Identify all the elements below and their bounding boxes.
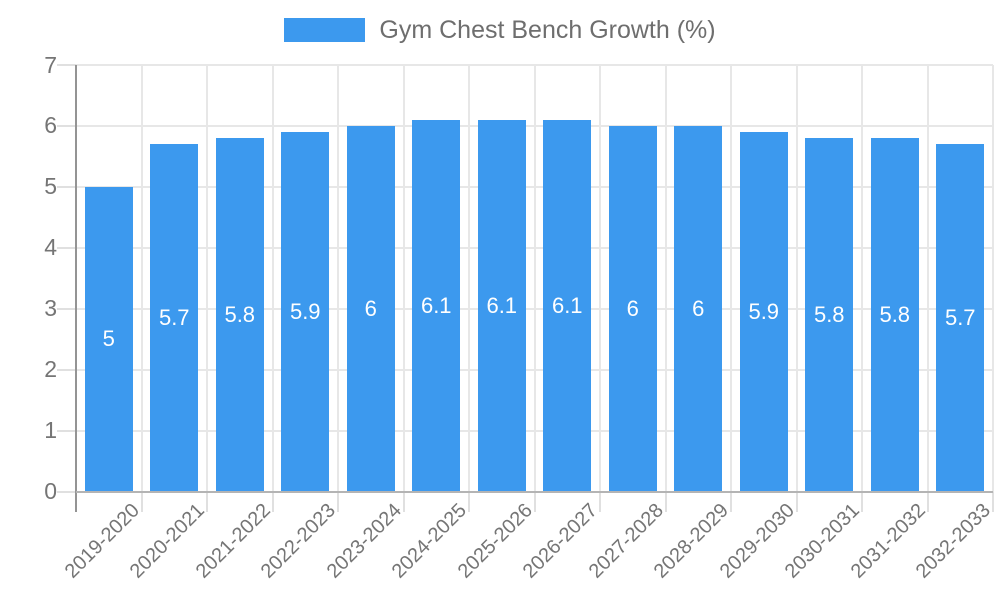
bar-value-label: 5.7 bbox=[158, 304, 190, 330]
x-gridline bbox=[337, 65, 339, 492]
y-axis-label: 3 bbox=[44, 295, 57, 322]
y-axis-label: 7 bbox=[44, 51, 57, 78]
y-tick bbox=[57, 124, 76, 127]
x-tick bbox=[992, 491, 994, 512]
bar bbox=[281, 132, 330, 492]
y-axis-label: 2 bbox=[44, 356, 57, 383]
bar bbox=[477, 119, 526, 492]
x-gridline bbox=[468, 65, 470, 492]
x-gridline bbox=[599, 65, 601, 492]
bar-value-label: 6 bbox=[692, 295, 705, 321]
bar-value-label: 6.1 bbox=[420, 292, 452, 318]
x-gridline bbox=[926, 65, 929, 492]
bar bbox=[215, 138, 264, 492]
x-gridline bbox=[664, 65, 667, 492]
y-tick bbox=[57, 64, 76, 66]
y-axis-label: 6 bbox=[44, 112, 57, 139]
bar-value-label: 5.8 bbox=[879, 301, 911, 327]
y-axis-label: 4 bbox=[44, 234, 57, 261]
bar-value-label: 5.9 bbox=[748, 298, 780, 324]
x-axis-line bbox=[76, 490, 993, 493]
bar-value-label: 5.8 bbox=[224, 301, 256, 327]
bar bbox=[805, 138, 854, 492]
bar bbox=[346, 125, 395, 492]
bar-value-label: 6 bbox=[364, 295, 377, 321]
y-tick bbox=[57, 490, 76, 493]
x-gridline bbox=[402, 65, 405, 492]
bar-value-label: 5.7 bbox=[944, 304, 976, 330]
bar-value-label: 6.1 bbox=[551, 292, 583, 318]
bar bbox=[674, 125, 723, 492]
x-gridline bbox=[795, 65, 798, 492]
bar bbox=[870, 138, 919, 492]
x-gridline bbox=[140, 65, 143, 492]
bar bbox=[936, 144, 985, 492]
y-tick bbox=[57, 246, 76, 249]
x-tick bbox=[795, 491, 798, 512]
x-tick bbox=[337, 491, 339, 512]
x-gridline bbox=[533, 65, 536, 492]
bar-value-label: 6.1 bbox=[486, 292, 518, 318]
y-axis-label: 1 bbox=[44, 417, 57, 444]
bar-value-label: 5.9 bbox=[289, 298, 321, 324]
x-gridline bbox=[992, 65, 994, 492]
bar bbox=[150, 144, 199, 492]
x-gridline bbox=[271, 65, 274, 492]
x-gridline bbox=[730, 65, 732, 492]
x-tick bbox=[140, 491, 143, 512]
y-tick bbox=[57, 429, 76, 432]
bar bbox=[543, 119, 592, 492]
x-tick bbox=[730, 491, 732, 512]
bar-value-label: 5.8 bbox=[813, 301, 845, 327]
x-tick bbox=[664, 491, 667, 512]
x-tick bbox=[271, 491, 274, 512]
bar bbox=[739, 132, 788, 492]
legend-label: Gym Chest Bench Growth (%) bbox=[379, 16, 716, 44]
y-axis-line bbox=[75, 65, 77, 512]
y-tick bbox=[57, 368, 76, 371]
bar bbox=[412, 119, 461, 492]
x-tick bbox=[861, 491, 863, 512]
bar bbox=[84, 186, 133, 492]
x-gridline bbox=[206, 65, 208, 492]
y-axis-label: 5 bbox=[44, 173, 57, 200]
bar-value-label: 6 bbox=[626, 295, 639, 321]
x-tick bbox=[468, 491, 470, 512]
x-gridline bbox=[861, 65, 863, 492]
y-tick bbox=[57, 185, 76, 188]
x-tick bbox=[599, 491, 601, 512]
bar-value-label: 5 bbox=[102, 326, 115, 352]
y-axis-label: 0 bbox=[44, 478, 57, 504]
y-tick bbox=[57, 307, 76, 310]
legend: Gym Chest Bench Growth (%) bbox=[0, 16, 1000, 44]
x-tick bbox=[206, 491, 208, 512]
legend-swatch bbox=[284, 18, 366, 42]
x-tick bbox=[402, 491, 405, 512]
bar bbox=[608, 125, 657, 492]
x-tick bbox=[926, 491, 929, 512]
x-tick bbox=[533, 491, 536, 512]
